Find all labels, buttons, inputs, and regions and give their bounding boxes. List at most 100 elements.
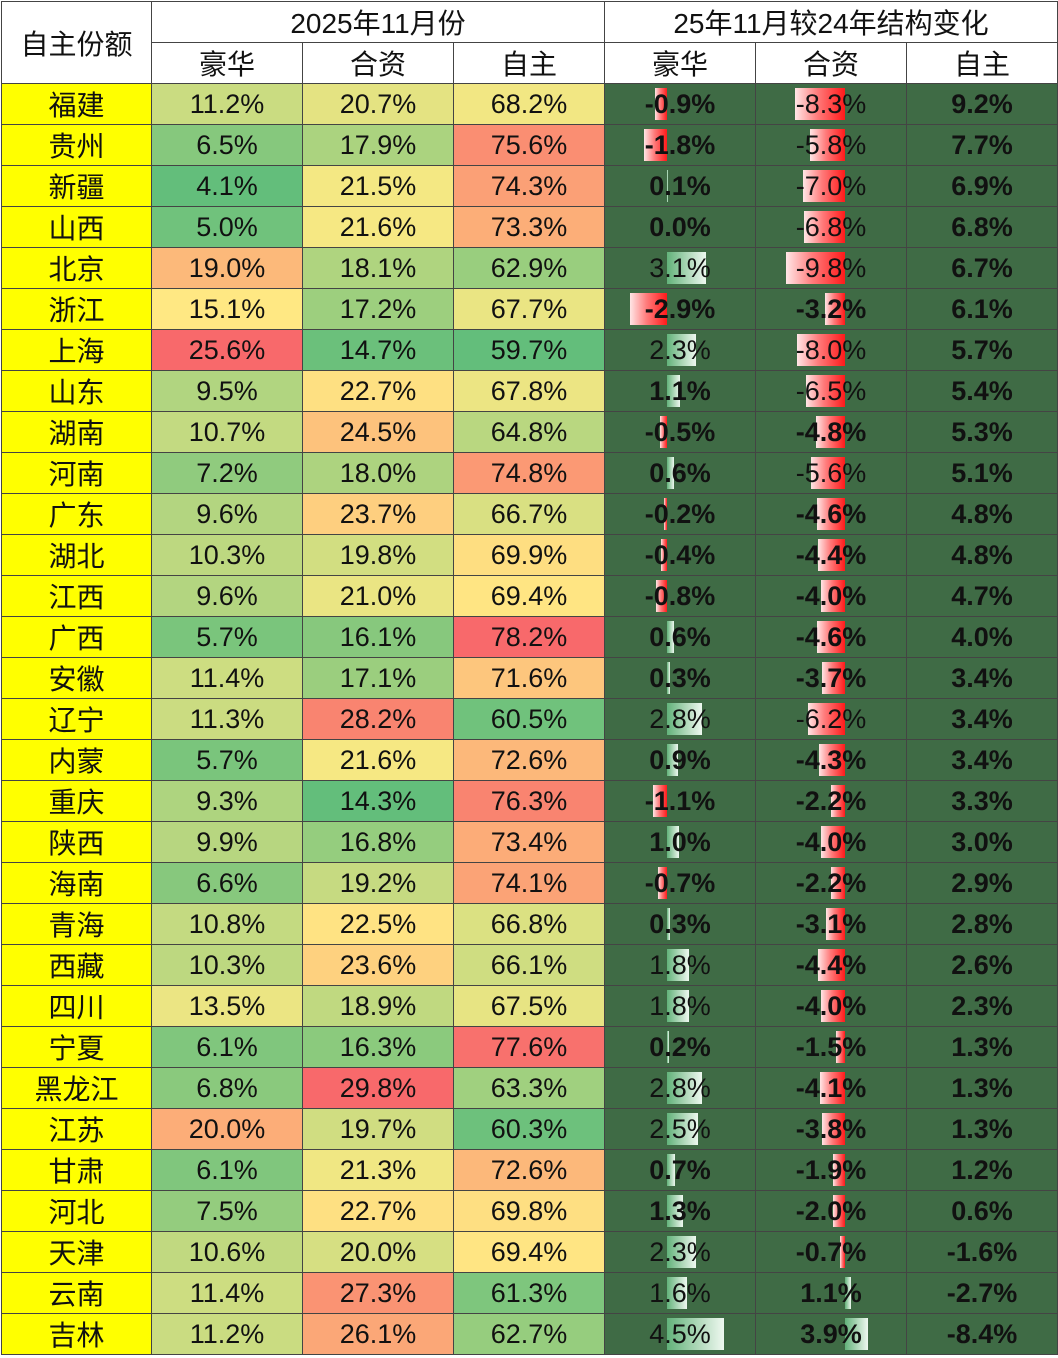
change-luxury-value: 2.8%: [649, 1072, 711, 1103]
province-name: 天津: [1, 1231, 152, 1273]
change-joint-venture-cell: -4.0%: [755, 575, 908, 617]
change-joint-venture-bar: [820, 826, 845, 858]
change-domestic-cell: 2.6%: [906, 944, 1058, 986]
change-luxury-cell: 0.0%: [604, 206, 757, 248]
change-domestic-value: 6.1%: [951, 293, 1013, 324]
change-joint-venture-value: -2.2%: [795, 867, 867, 898]
change-joint-venture-cell: -4.8%: [755, 411, 908, 453]
share-luxury-cell: 9.6%: [151, 575, 303, 617]
change-domestic-cell: 7.7%: [906, 124, 1058, 166]
share-joint-venture-cell: 16.3%: [302, 1026, 454, 1068]
change-domestic-cell: 4.0%: [906, 616, 1058, 658]
change-joint-venture-bar: [825, 293, 845, 325]
col-header-joint-venture: 合资: [302, 42, 454, 84]
change-joint-venture-cell: -4.1%: [755, 1067, 908, 1109]
change-luxury-bar: [666, 949, 690, 981]
province-name: 湖南: [1, 411, 152, 453]
change-joint-venture-cell: -4.3%: [755, 739, 908, 781]
change-domestic-value: 1.3%: [951, 1031, 1013, 1062]
change-domestic-cell: 4.8%: [906, 534, 1058, 576]
share-luxury-cell: 9.5%: [151, 370, 303, 412]
share-joint-venture-cell: 19.7%: [302, 1108, 454, 1150]
share-luxury-cell: 15.1%: [151, 288, 303, 330]
table-row: 安徽 11.4% 17.1% 71.6% 0.3% -3.7% 3.4%: [1, 657, 1058, 699]
change-domestic-value: 5.4%: [951, 375, 1013, 406]
change-domestic-cell: -2.7%: [906, 1272, 1058, 1314]
share-luxury-cell: 6.6%: [151, 862, 303, 904]
change-luxury-cell: 2.5%: [604, 1108, 757, 1150]
table-row: 甘肃 6.1% 21.3% 72.6% 0.7% -1.9% 1.2%: [1, 1149, 1058, 1191]
change-domestic-cell: 0.6%: [906, 1190, 1058, 1232]
share-joint-venture-cell: 14.3%: [302, 780, 454, 822]
province-name: 江西: [1, 575, 152, 617]
change-luxury-cell: -1.8%: [604, 124, 757, 166]
change-domestic-value: 2.9%: [951, 867, 1013, 898]
change-joint-venture-bar: [818, 539, 845, 571]
share-luxury-cell: 11.2%: [151, 83, 303, 125]
change-joint-venture-cell: -4.4%: [755, 944, 908, 986]
change-luxury-bar: [666, 744, 678, 776]
change-luxury-cell: 1.6%: [604, 1272, 757, 1314]
table-row: 山西 5.0% 21.6% 73.3% 0.0% -6.8% 6.8%: [1, 206, 1058, 248]
change-domestic-value: 6.7%: [951, 252, 1013, 283]
change-domestic-cell: 1.2%: [906, 1149, 1058, 1191]
change-joint-venture-value: -6.8%: [795, 211, 867, 242]
change-domestic-value: 3.0%: [951, 826, 1013, 857]
change-luxury-value: 0.9%: [649, 744, 711, 775]
share-luxury-cell: 19.0%: [151, 247, 303, 289]
province-name: 浙江: [1, 288, 152, 330]
change-joint-venture-bar: [820, 580, 845, 612]
share-joint-venture-cell: 26.1%: [302, 1313, 454, 1355]
change-luxury-bar: [629, 293, 667, 325]
share-luxury-cell: 10.3%: [151, 944, 303, 986]
change-domestic-value: 1.3%: [951, 1072, 1013, 1103]
change-domestic-cell: 1.3%: [906, 1026, 1058, 1068]
share-luxury-cell: 10.7%: [151, 411, 303, 453]
change-joint-venture-cell: -3.8%: [755, 1108, 908, 1150]
table-row: 广西 5.7% 16.1% 78.2% 0.6% -4.6% 4.0%: [1, 616, 1058, 658]
share-domestic-cell: 69.4%: [452, 575, 606, 617]
change-luxury-cell: 4.5%: [604, 1313, 757, 1355]
change-luxury-value: 1.6%: [649, 1277, 711, 1308]
change-luxury-cell: -0.7%: [604, 862, 757, 904]
change-luxury-cell: -1.1%: [604, 780, 757, 822]
group-header-structure-change: 25年11月较24年结构变化: [604, 1, 1058, 43]
province-name: 内蒙: [1, 739, 152, 781]
change-joint-venture-cell: -2.0%: [755, 1190, 908, 1232]
change-joint-venture-value: -3.1%: [795, 908, 867, 939]
province-name: 贵州: [1, 124, 152, 166]
share-luxury-cell: 6.5%: [151, 124, 303, 166]
change-domestic-cell: 3.4%: [906, 657, 1058, 699]
province-name: 河南: [1, 452, 152, 494]
change-joint-venture-cell: -4.0%: [755, 985, 908, 1027]
change-joint-venture-value: -4.1%: [795, 1072, 867, 1103]
change-luxury-bar: [666, 457, 675, 489]
share-joint-venture-cell: 21.0%: [302, 575, 454, 617]
share-domestic-cell: 69.4%: [452, 1231, 606, 1273]
change-joint-venture-value: -1.5%: [795, 1031, 867, 1062]
change-joint-venture-cell: -7.0%: [755, 165, 908, 207]
change-joint-venture-cell: -3.1%: [755, 903, 908, 945]
change-domestic-cell: 2.3%: [906, 985, 1058, 1027]
change-domestic-value: 3.4%: [951, 703, 1013, 734]
province-name: 吉林: [1, 1313, 152, 1355]
change-luxury-value: -0.4%: [644, 539, 716, 570]
share-joint-venture-cell: 17.1%: [302, 657, 454, 699]
change-luxury-value: -1.1%: [644, 785, 716, 816]
share-joint-venture-cell: 22.7%: [302, 370, 454, 412]
change-luxury-cell: 2.3%: [604, 1231, 757, 1273]
share-domestic-cell: 60.3%: [452, 1108, 606, 1150]
change-luxury-bar: [666, 375, 681, 407]
change-joint-venture-value: 3.9%: [800, 1318, 862, 1349]
change-domestic-cell: 5.7%: [906, 329, 1058, 371]
change-joint-venture-bar: [844, 1277, 852, 1309]
province-name: 西藏: [1, 944, 152, 986]
share-luxury-cell: 11.2%: [151, 1313, 303, 1355]
table-row: 黑龙江 6.8% 29.8% 63.3% 2.8% -4.1% 1.3%: [1, 1067, 1058, 1109]
change-luxury-bar: [666, 1195, 683, 1227]
change-domestic-value: 3.4%: [951, 744, 1013, 775]
change-luxury-cell: -0.8%: [604, 575, 757, 617]
share-luxury-cell: 25.6%: [151, 329, 303, 371]
change-luxury-bar: [666, 252, 706, 284]
change-joint-venture-value: -4.3%: [795, 744, 867, 775]
